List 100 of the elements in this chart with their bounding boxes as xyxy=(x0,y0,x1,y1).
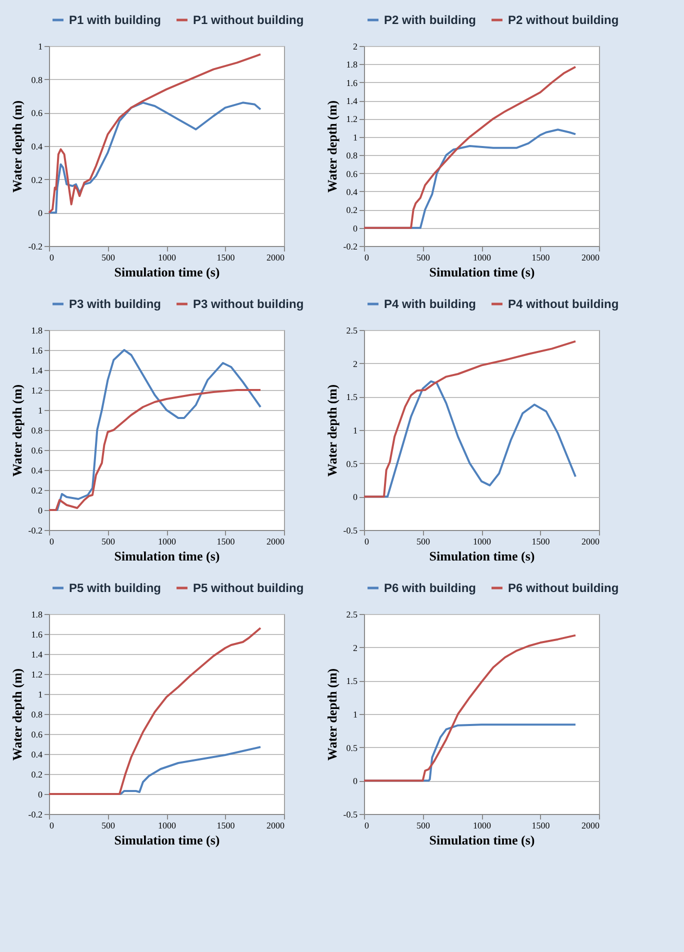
y-axis-title: Water depth (m) xyxy=(9,100,24,193)
x-tick-label: 1000 xyxy=(158,536,176,546)
legend-label: P3 without building xyxy=(193,297,304,311)
y-tick-label: 0.4 xyxy=(346,186,358,197)
y-tick-label: -0.2 xyxy=(28,810,42,820)
x-tick-label: 2000 xyxy=(266,820,285,830)
y-tick-label: 0.6 xyxy=(31,730,43,740)
y-tick-label: -0.2 xyxy=(28,526,42,536)
y-tick-label: 1.2 xyxy=(31,386,42,396)
y-tick-label: 1.4 xyxy=(31,650,43,660)
x-tick-label: 1500 xyxy=(532,820,550,830)
y-tick-label: 2 xyxy=(353,642,358,653)
x-tick-label: 1500 xyxy=(216,536,236,546)
x-tick-label: 2000 xyxy=(266,252,285,262)
x-axis-title: Simulation time (s) xyxy=(114,264,220,280)
y-tick-label: 0.4 xyxy=(31,142,43,152)
x-tick-label: 500 xyxy=(416,820,430,830)
y-tick-label: 2 xyxy=(353,42,358,52)
x-tick-label: 500 xyxy=(102,252,116,262)
x-tick-label: 0 xyxy=(50,536,54,546)
y-tick-label: 1 xyxy=(38,406,42,416)
x-tick-label: 0 xyxy=(364,820,370,830)
y-tick-label: -0.5 xyxy=(343,810,358,820)
y-tick-label: 0 xyxy=(38,506,43,516)
x-tick-label: 1500 xyxy=(532,536,550,546)
x-tick-label: 0 xyxy=(50,820,54,830)
x-tick-label: 1500 xyxy=(216,820,236,830)
legend-label: P2 with building xyxy=(384,13,476,27)
x-axis-title: Simulation time (s) xyxy=(429,264,535,280)
y-axis-title: Water depth (m) xyxy=(9,668,24,761)
x-tick-label: 1000 xyxy=(158,820,176,830)
y-tick-label: 1.6 xyxy=(31,630,43,640)
legend-label: P1 without building xyxy=(193,13,304,27)
y-tick-label: 1.4 xyxy=(31,366,43,376)
y-tick-label: 0.8 xyxy=(346,150,358,161)
y-tick-label: 0 xyxy=(353,223,358,234)
y-tick-label: 0.2 xyxy=(31,770,42,780)
legend-label: P5 without building xyxy=(193,581,304,595)
x-tick-label: 1500 xyxy=(216,252,236,262)
y-tick-label: 0.8 xyxy=(31,74,43,85)
x-tick-label: 2000 xyxy=(266,536,285,546)
y-tick-label: 1.5 xyxy=(346,676,358,686)
y-tick-label: 0 xyxy=(38,790,43,800)
y-tick-label: 2.5 xyxy=(346,610,358,620)
legend-label: P4 without building xyxy=(508,297,619,311)
y-tick-label: -0.2 xyxy=(28,242,42,252)
y-tick-label: 1.4 xyxy=(346,96,358,106)
y-tick-label: 0.6 xyxy=(31,108,43,118)
y-tick-label: 1.8 xyxy=(31,326,43,336)
x-tick-label: 1000 xyxy=(473,820,492,830)
y-tick-label: 0 xyxy=(353,492,358,502)
x-tick-label: 0 xyxy=(364,536,370,546)
y-tick-label: 1 xyxy=(353,132,358,142)
y-axis-title: Water depth (m) xyxy=(324,100,340,193)
y-tick-label: 1.5 xyxy=(346,392,358,402)
y-tick-label: 1.8 xyxy=(31,610,43,620)
y-tick-label: 1.2 xyxy=(346,114,358,124)
y-tick-label: 0.4 xyxy=(31,466,43,476)
y-tick-label: 2.5 xyxy=(346,326,358,336)
y-tick-label: 0.6 xyxy=(346,168,358,179)
x-tick-label: 0 xyxy=(50,252,54,262)
line-series xyxy=(363,66,576,229)
y-tick-label: 1.6 xyxy=(346,78,358,88)
y-tick-label: 0.8 xyxy=(31,710,43,720)
legend-label: P2 without building xyxy=(508,13,619,27)
x-axis-title: Simulation time (s) xyxy=(429,548,535,564)
line-series xyxy=(48,627,262,795)
legend-label: P3 with building xyxy=(69,297,161,311)
x-tick-label: 500 xyxy=(102,820,116,830)
legend-label: P5 with building xyxy=(69,581,161,595)
x-axis-title: Simulation time (s) xyxy=(114,832,220,848)
legend-label: P6 without building xyxy=(508,581,619,595)
line-series xyxy=(48,102,262,214)
line-series xyxy=(48,53,262,214)
x-axis-title: Simulation time (s) xyxy=(429,832,535,848)
y-tick-label: 0.6 xyxy=(31,446,43,456)
line-series xyxy=(363,634,576,782)
y-tick-label: 1.2 xyxy=(31,670,42,680)
y-tick-label: 0.2 xyxy=(346,205,358,216)
y-tick-label: 2 xyxy=(353,358,358,369)
x-axis-title: Simulation time (s) xyxy=(114,548,220,564)
y-tick-label: 0.5 xyxy=(346,458,358,469)
y-tick-label: -0.2 xyxy=(343,242,358,252)
y-tick-label: 1.6 xyxy=(31,346,43,356)
y-tick-label: 0.4 xyxy=(31,750,43,760)
x-tick-label: 2000 xyxy=(582,252,600,262)
legend-label: P1 with building xyxy=(69,13,161,27)
y-tick-label: 0 xyxy=(353,776,358,786)
y-tick-label: 0.2 xyxy=(31,486,42,496)
x-tick-label: 1000 xyxy=(158,252,176,262)
y-tick-label: -0.5 xyxy=(343,526,358,536)
y-axis-title: Water depth (m) xyxy=(324,384,340,477)
y-tick-label: 1 xyxy=(353,426,358,436)
y-axis-title: Water depth (m) xyxy=(9,384,24,477)
y-tick-label: 0.5 xyxy=(346,742,358,753)
line-series xyxy=(48,389,262,511)
x-tick-label: 0 xyxy=(364,252,370,262)
line-series xyxy=(363,340,576,498)
legend-label: P6 with building xyxy=(384,581,476,595)
x-tick-label: 500 xyxy=(416,536,430,546)
